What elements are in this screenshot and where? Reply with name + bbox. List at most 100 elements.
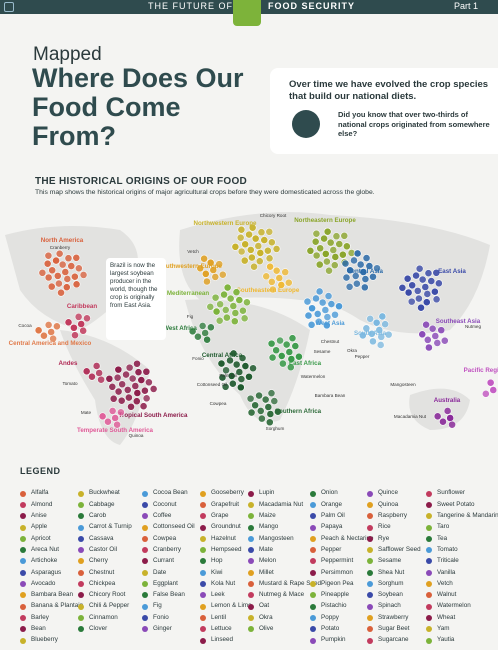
legend-item: Yam (426, 624, 498, 635)
crop-icon (422, 320, 431, 329)
logo (4, 2, 14, 12)
crop-icon (366, 314, 375, 323)
crop-icon (443, 407, 452, 415)
crop-icon (291, 342, 300, 350)
crop-icon (448, 420, 456, 429)
legend-icon (310, 626, 316, 633)
legend-item: Mango (248, 522, 321, 533)
crop-icon (423, 290, 432, 298)
crop-icon (128, 374, 137, 383)
crop-icon (373, 264, 381, 273)
crop-icon (267, 238, 276, 247)
legend-item: Sweet Potato (426, 499, 498, 510)
legend-item: Triticale (426, 556, 498, 567)
crop-icon (53, 271, 62, 280)
crop-icon (212, 307, 221, 316)
crop-icon (237, 247, 246, 256)
legend-label: Maize (259, 512, 276, 520)
crop-icon (240, 256, 249, 265)
crop-icon (338, 250, 347, 259)
crop-icon (361, 275, 370, 283)
crop-icon (342, 242, 351, 251)
crop-icon (315, 287, 324, 296)
title-kicker: Mapped (33, 44, 102, 65)
crop-icon (286, 363, 295, 372)
legend-icon (310, 513, 316, 520)
crop-icon (427, 277, 436, 285)
legend-label: False Bean (153, 591, 185, 599)
legend-label: Cowpea (153, 534, 177, 542)
crop-icon (264, 403, 273, 411)
legend-icon (367, 490, 373, 497)
legend-icon (367, 535, 373, 542)
crop-icon (241, 362, 250, 370)
legend-item: Safflower Seed (367, 544, 421, 555)
crop-icon (77, 320, 86, 328)
legend-icon (20, 569, 26, 576)
crop-icon (489, 386, 498, 394)
legend-label: Bambara Bean (31, 591, 74, 599)
intro-question: Did you know that over two-thirds of nat… (338, 110, 490, 138)
legend-item: Quinoa (367, 499, 421, 510)
legend-label: Cinnamon (89, 613, 118, 621)
crop-icon (295, 352, 303, 361)
legend-label: Cranberry (153, 545, 181, 553)
crop-icon (109, 394, 118, 403)
legend-item: Pigeon Pea (310, 578, 374, 589)
crop-icon (206, 258, 215, 267)
legend-item: Peach & Nectarine (310, 533, 374, 544)
legend-icon (20, 592, 26, 599)
region-label: West Asia (315, 320, 345, 327)
crop-icon (231, 242, 240, 251)
legend-icon (426, 490, 432, 497)
crop-icon (407, 297, 416, 306)
crop-icon (417, 303, 425, 312)
crop-icon (206, 302, 215, 311)
legend-item: Hempseed (200, 544, 252, 555)
crop-icon (232, 360, 241, 369)
legend-item: Apricot (20, 533, 83, 544)
crop-icon (104, 417, 112, 426)
crop-icon (322, 257, 331, 266)
crop-icon (256, 407, 265, 415)
legend-icon (248, 524, 254, 531)
legend-label: Grapefruit (211, 500, 239, 508)
legend-label: Eggplant (153, 579, 178, 587)
crop-icon (369, 337, 377, 346)
legend-label: Cassava (89, 534, 114, 542)
crop-icon (262, 272, 271, 281)
crop-icon (243, 298, 251, 307)
crop-icon (254, 242, 263, 250)
crop-icon (365, 262, 374, 270)
legend-icon (142, 501, 148, 508)
crop-icon (74, 264, 83, 273)
legend-item: Papaya (310, 522, 374, 533)
legend-label: Tomato (437, 545, 458, 553)
crop-icon (237, 375, 246, 383)
region-label: Northeastern Europe (294, 217, 356, 224)
legend-icon (200, 535, 206, 542)
legend-item: Maize (248, 511, 321, 522)
crop-icon (272, 266, 281, 275)
legend-item: Gooseberry (200, 488, 252, 499)
legend-item: Lentil (200, 612, 252, 623)
crop-icon (311, 237, 320, 246)
legend-label: Lemon & Lime (211, 602, 252, 610)
crop-icon (38, 268, 47, 277)
crop-icon (221, 382, 230, 391)
legend-item: Quince (367, 488, 421, 499)
crop-icon (327, 300, 336, 308)
legend-label: Yam (437, 625, 450, 632)
crop-icon (434, 279, 443, 288)
crop-icon (412, 271, 420, 280)
crop-icon (324, 292, 333, 300)
legend-item: Grape (200, 511, 252, 522)
crop-label: Pepper (355, 354, 370, 359)
crop-icon (274, 407, 282, 416)
crop-icon (356, 260, 365, 269)
legend-item: Olive (248, 624, 321, 635)
legend-item: Date (142, 567, 195, 578)
legend-item: Okra (248, 612, 321, 623)
legend-label: Apple (31, 523, 48, 531)
crop-icon (263, 246, 272, 255)
